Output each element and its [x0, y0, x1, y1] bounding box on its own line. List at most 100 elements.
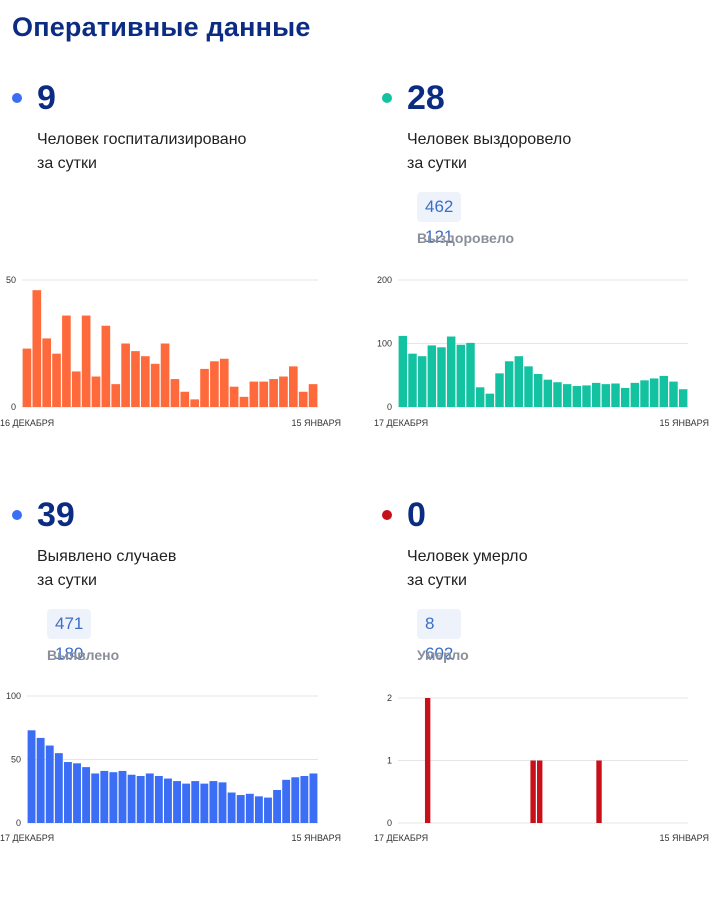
recovered-y-tick-label: 100 [377, 339, 392, 349]
recovered-x-end-label: 15 ЯНВАРЯ [659, 418, 709, 428]
hospitalized-bar [71, 371, 81, 407]
recovered-bar [524, 366, 533, 407]
hospitalized-bar [289, 366, 298, 407]
hospitalized-x-end-label: 15 ЯНВАРЯ [291, 418, 341, 428]
hospitalized-bar [22, 348, 32, 407]
hospitalized-bar [141, 356, 150, 407]
recovered-total: 462 121 [417, 192, 462, 246]
hospitalized-bar [279, 376, 288, 407]
cases-total: 471 180 [47, 609, 92, 663]
deaths-bar [530, 760, 536, 823]
cases-bar [273, 789, 282, 823]
cases-bar [218, 782, 227, 823]
deaths-chart: 0 1 2 17 ДЕКАБРЯ 15 ЯНВАРЯ [374, 693, 709, 843]
cases-bar [91, 773, 100, 823]
recovered-bar [601, 384, 611, 407]
hospitalized-bar [111, 384, 121, 407]
recovered-bar [659, 375, 669, 407]
recovered-bar [533, 373, 543, 407]
hospitalized-bar [150, 363, 160, 407]
deaths-desc-line2: за сутки [407, 572, 467, 589]
hospitalized-y-tick-label: 0 [11, 402, 16, 412]
recovered-bar [640, 380, 649, 407]
cases-bar [264, 797, 272, 823]
deaths-total-label: Умерло [417, 647, 469, 663]
deaths-value: 0 [407, 496, 426, 534]
recovered-y-tick-label: 200 [377, 275, 392, 285]
cases-chart: 0 50 100 17 ДЕКАБРЯ 15 ЯНВАРЯ [0, 691, 341, 843]
cases-bar [309, 773, 318, 823]
cases-bar [36, 737, 45, 823]
recovered-bar [495, 373, 504, 407]
recovered-bar [630, 382, 640, 407]
deaths-total: 8 602 [417, 609, 462, 663]
cases-bar [109, 772, 118, 823]
cases-bar [236, 795, 245, 823]
recovered-value: 28 [407, 79, 445, 117]
deaths-desc-line1: Человек умерло [407, 548, 528, 565]
hospitalized-card: 9 Человек госпитализировано за сутки [12, 78, 352, 498]
recovered-bar [649, 378, 659, 407]
hospitalized-bar [101, 325, 111, 407]
hospitalized-bar [298, 391, 308, 407]
hospitalized-chart: 0 50 16 ДЕКАБРЯ 15 ЯНВАРЯ [0, 275, 341, 428]
hospitalized-desc-line2: за сутки [37, 155, 97, 172]
cases-bar [82, 767, 91, 823]
cases-description: Выявлено случаев за сутки [37, 545, 176, 593]
cases-bar [54, 753, 63, 823]
recovered-x-start-label: 17 ДЕКАБРЯ [374, 418, 428, 428]
hospitalized-bar [190, 399, 199, 407]
recovered-bar [437, 347, 446, 407]
recovered-bar [514, 356, 524, 407]
recovered-desc-line2: за сутки [407, 155, 467, 172]
cases-desc-line2: за сутки [37, 572, 97, 589]
cases-bar [173, 781, 181, 823]
recovered-card: 28 Человек выздоровело за сутки 462 121 … [382, 78, 717, 498]
cases-card: 39 Выявлено случаев за сутки 471 180 Выя… [12, 495, 352, 915]
hospitalized-dot-icon [12, 93, 22, 103]
cases-bar [45, 745, 54, 823]
deaths-bar [424, 698, 431, 823]
recovered-bar [446, 336, 456, 407]
recovered-description: Человек выздоровело за сутки [407, 128, 571, 176]
cases-value: 39 [37, 496, 75, 534]
cases-desc-line1: Выявлено случаев [37, 548, 177, 565]
hospitalized-bar [52, 353, 61, 407]
cases-bar [73, 763, 81, 823]
cases-bar [136, 776, 145, 823]
cases-bar [200, 783, 209, 823]
recovered-bar [466, 342, 475, 407]
recovered-desc-line1: Человек выздоровело [407, 131, 572, 148]
cases-bar [254, 796, 263, 823]
hospitalized-bar [121, 343, 130, 407]
cases-bar [127, 774, 136, 823]
cases-bar [27, 730, 36, 823]
hospitalized-value: 9 [37, 79, 56, 117]
recovered-bar [475, 387, 485, 407]
recovered-bar [582, 385, 591, 407]
cases-total-label: Выявлено [47, 647, 120, 663]
recovered-bar [620, 387, 630, 407]
recovered-bar [504, 361, 514, 407]
recovered-bar [543, 379, 553, 407]
recovered-bar [562, 384, 572, 407]
hospitalized-bar [32, 290, 42, 407]
recovered-bar [427, 345, 437, 407]
recovered-y-tick-label: 0 [387, 402, 392, 412]
recovered-bar [398, 335, 408, 407]
hospitalized-bar [81, 315, 91, 407]
hospitalized-bar [170, 379, 180, 407]
recovered-total-label: Выздоровело [417, 230, 515, 246]
hospitalized-bar [131, 351, 140, 407]
hospitalized-bar [160, 343, 170, 407]
deaths-y-tick-label: 1 [387, 756, 392, 766]
cases-bar [100, 770, 109, 823]
page-title: Оперативные данные [12, 12, 311, 42]
hospitalized-bar [210, 361, 219, 407]
cases-bar [164, 778, 172, 823]
cases-y-tick-label: 0 [16, 818, 21, 828]
hospitalized-bar [200, 368, 209, 407]
hospitalized-bar [229, 386, 239, 407]
deaths-dot-icon [382, 510, 392, 520]
hospitalized-bar [249, 381, 259, 407]
